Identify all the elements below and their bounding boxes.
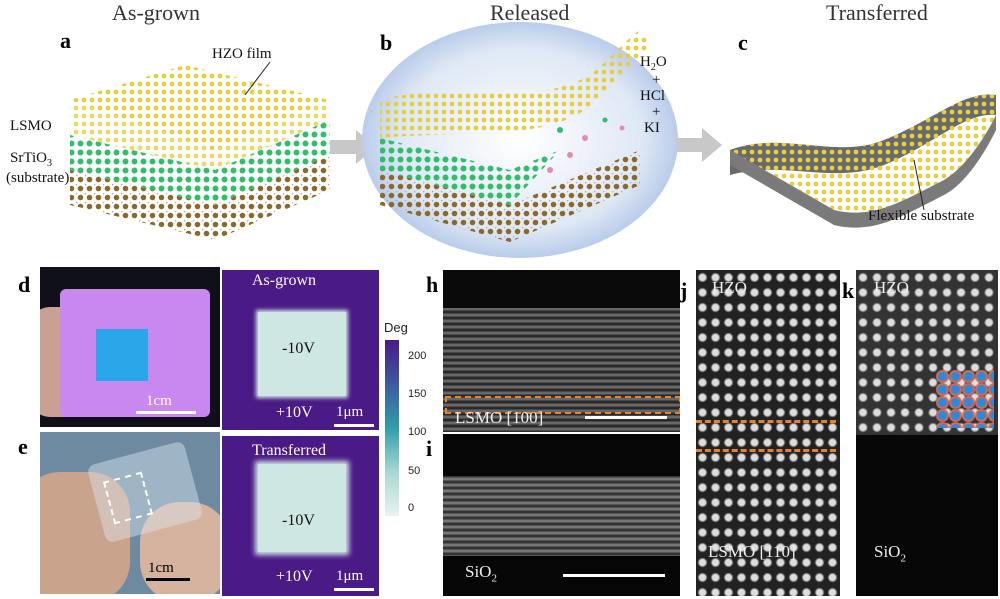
colorbar-tick: 100 [408,426,427,438]
label-hzo-film: HZO film [212,46,272,62]
label-ki: KI [644,120,660,136]
panel-label-c: c [738,30,748,55]
photo-sample-d: 1cm [40,267,220,427]
label-plus-2: + [652,104,661,120]
photo-sample-e: 1cm [40,432,220,594]
tem-image-h: LSMO [100] [443,270,680,432]
arrow-icon [676,128,722,162]
colorbar-tick: 0 [408,502,415,514]
panel-label-d: d [18,272,31,297]
schematic-transferred [730,94,996,228]
scale-bar-label: 1cm [146,393,172,409]
label-hcl: HCl [640,88,666,104]
title-released: Released [490,0,570,25]
tem-label: LSMO [100] [455,408,544,427]
scale-bar-label: 1cm [148,560,174,576]
label-h2o: H2O [640,54,667,73]
label-lsmo: LSMO [10,118,52,134]
label-plus-1: + [652,72,661,88]
tem-label-top: HZO [712,278,747,297]
schematic-released [362,22,678,258]
pfm-inner-voltage: -10V [282,340,315,357]
label-flexible-substrate: Flexible substrate [868,208,975,224]
panel-label-k: k [842,278,855,303]
title-transferred: Transferred [826,0,928,25]
colorbar-tick: 50 [408,465,421,477]
tem-image-k: HZO SiO2 [856,270,998,596]
tem-label: SiO2 [465,562,497,585]
panel-label-b: b [380,30,393,55]
scale-bar-label: 1μm [336,568,364,584]
pfm-outer-voltage: +10V [276,568,313,585]
scale-bar-label: 1μm [336,404,364,420]
panel-label-i: i [426,436,433,461]
panel-label-h: h [426,272,439,297]
colorbar-label: Deg [384,320,408,335]
panel-label-j: j [680,278,688,303]
pfm-outer-voltage: +10V [276,404,313,421]
pfm-image-as-grown: As-grown -10V +10V 1μm [222,270,379,430]
panel-label-e: e [18,434,28,459]
label-srtio3: SrTiO3 [10,150,52,169]
label-substrate: (substrate) [6,170,70,186]
pfm-inner-voltage: -10V [282,512,315,529]
tem-image-j: HZO LSMO [110] [696,270,840,596]
tem-image-i: SiO2 [443,434,680,596]
colorbar-tick: 150 [408,388,427,400]
schematic-as-grown [70,61,330,240]
tem-label-bottom: SiO2 [874,542,906,565]
pfm-title: As-grown [252,272,316,289]
pfm-image-transferred: Transferred -10V +10V 1μm [222,436,379,596]
colorbar [385,340,399,516]
colorbar-tick: 200 [408,350,427,362]
title-as-grown: As-grown [112,0,200,25]
tem-label-bottom: LSMO [110] [708,542,796,561]
panel-label-a: a [60,28,71,53]
tem-label-top: HZO [874,278,909,297]
pfm-title: Transferred [252,442,327,459]
